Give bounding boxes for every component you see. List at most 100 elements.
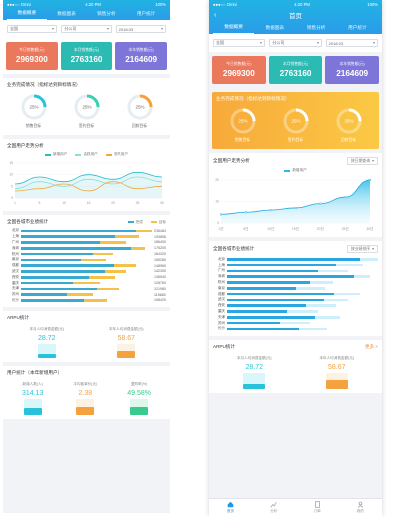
gauge: 本年人均消费金额(元) 58.67 bbox=[319, 356, 354, 389]
bar-row[interactable]: 长沙 bbox=[213, 326, 378, 332]
data-point bbox=[344, 196, 347, 199]
status-bar: ●●●○○ Omni 4:20 PM 100% bbox=[3, 0, 170, 8]
city-bars-left: 全国各城市业绩统计 完成 目标 北京 236484 上海 193856 广州 186400… bbox=[3, 215, 170, 308]
bar-row[interactable]: 重庆 bbox=[213, 309, 378, 315]
bar-row[interactable]: 深圳 bbox=[213, 274, 378, 280]
back-icon[interactable]: ‹ bbox=[214, 11, 217, 19]
bar-track bbox=[227, 327, 378, 331]
tab-sales[interactable]: 销售分析 bbox=[306, 25, 326, 30]
bar-row[interactable]: 西安 136540 bbox=[7, 274, 166, 280]
bar-row[interactable]: 上海 193856 bbox=[7, 234, 166, 240]
gauge-box bbox=[37, 344, 56, 359]
kpi-card-today[interactable]: 今日销售额(元) 2969300 bbox=[212, 56, 266, 84]
bar-row[interactable]: 杭州 164320 bbox=[7, 251, 166, 257]
kpi-card-month[interactable]: 本月销售额(元) 2763160 bbox=[268, 56, 323, 84]
bar-row[interactable]: 上海 bbox=[213, 262, 378, 268]
kpi-card-month[interactable]: 本月销售额(元) 2763160 bbox=[60, 42, 113, 70]
date-select[interactable]: 2018.03 bbox=[115, 25, 166, 33]
bar-row[interactable]: 苏州 115680 bbox=[7, 292, 166, 298]
data-point bbox=[219, 213, 223, 216]
bar-value-label: 136540 bbox=[154, 275, 166, 280]
more-link[interactable]: 更多 > bbox=[364, 343, 378, 349]
nav-analysis[interactable]: 分析 bbox=[252, 499, 295, 516]
kpi-card-year[interactable]: 本年销售额(元) 2164609 bbox=[325, 56, 380, 84]
nav-profile[interactable]: 我的 bbox=[339, 499, 382, 516]
bar-row[interactable]: 南京 bbox=[213, 285, 378, 291]
gauge-row: 本月人均消费金额(元) 28.72 本年人均消费金额(元) 58.67 bbox=[7, 321, 166, 359]
tab-users[interactable]: 用户统计 bbox=[136, 11, 156, 16]
bar-value bbox=[227, 257, 360, 261]
document-icon bbox=[314, 501, 320, 508]
nav-home[interactable]: 首页 bbox=[209, 499, 252, 516]
bar-row[interactable]: 南京 155280 bbox=[7, 257, 166, 263]
gauge-box bbox=[76, 399, 95, 416]
ring-label: 回款目标 bbox=[340, 138, 357, 142]
bar-row[interactable]: 成都 148960 bbox=[7, 263, 166, 269]
chevron-down-icon bbox=[106, 28, 109, 30]
bar-row[interactable]: 武汉 bbox=[213, 297, 378, 303]
rings-section: 业务完成情况（指标达到目标情况） 25% 销售目标 25% 签约目标 25% 回款目标 bbox=[3, 78, 170, 135]
bar-row[interactable]: 苏州 bbox=[213, 320, 378, 326]
kpi-card-today[interactable]: 今日销售额(元) 2969300 bbox=[6, 42, 58, 70]
gauge-label: 本月人均消费金额(元) bbox=[29, 327, 65, 332]
chevron-down-icon bbox=[160, 28, 163, 30]
branch-select[interactable]: 分公司 bbox=[61, 25, 112, 33]
gauge-value: 28.72 bbox=[37, 335, 56, 343]
tab-charts[interactable]: 数据图表 bbox=[57, 11, 76, 16]
bar-value bbox=[21, 281, 74, 285]
tab-sales[interactable]: 销售分析 bbox=[97, 11, 116, 16]
date-select[interactable]: 2018.03 bbox=[325, 39, 378, 47]
tab-charts[interactable]: 数据图表 bbox=[265, 25, 285, 30]
tab-summary[interactable]: 数据概要 bbox=[213, 24, 255, 34]
bar-row[interactable]: 西安 bbox=[213, 303, 378, 309]
sort-dropdown[interactable]: 按业绩排序 bbox=[347, 245, 378, 254]
bar-track bbox=[21, 235, 152, 238]
x-tick-label: 20 bbox=[111, 201, 115, 205]
nav-orders[interactable]: 订单 bbox=[296, 499, 339, 516]
x-tick-label: 20日 bbox=[317, 227, 324, 231]
region-select[interactable]: 全国 bbox=[213, 39, 266, 47]
bar-track bbox=[227, 304, 378, 307]
bar-value-label: 155280 bbox=[154, 257, 166, 262]
bar-row[interactable]: 成都 bbox=[213, 291, 378, 297]
progress-ring: 25% 回款目标 bbox=[335, 107, 363, 143]
bar-track bbox=[227, 281, 378, 284]
trend-section-right: 全国用户走势分析 按日期查询 新增用户 0 10 20 1日 5日 10日 15日 20日 25… bbox=[209, 153, 382, 238]
bar-row[interactable]: 北京 bbox=[213, 256, 378, 262]
ring-percent: 25% bbox=[291, 119, 300, 124]
kpi-card-year[interactable]: 本年销售额(元) 2164609 bbox=[115, 42, 168, 70]
bar-value bbox=[21, 229, 137, 233]
bar-row[interactable]: 深圳 175200 bbox=[7, 245, 166, 251]
ring-label: 签约目标 bbox=[287, 138, 304, 142]
bar-value bbox=[21, 299, 84, 302]
bar-category-label: 南京 bbox=[217, 285, 225, 290]
page-title: 首页 bbox=[289, 13, 302, 20]
progress-ring: 25% 签约目标 bbox=[282, 107, 310, 143]
bar-category-label: 杭州 bbox=[11, 251, 19, 256]
bar-row[interactable]: 北京 236484 bbox=[7, 228, 166, 234]
battery: 100% bbox=[155, 1, 166, 7]
bar-row[interactable]: 重庆 128760 bbox=[7, 280, 166, 286]
tab-users[interactable]: 用户统计 bbox=[348, 25, 367, 30]
data-point bbox=[319, 202, 322, 205]
bar-category-label: 天津 bbox=[11, 286, 19, 291]
date-query-dropdown[interactable]: 按日期查询 bbox=[347, 157, 378, 166]
x-tick-label: 10 bbox=[62, 201, 66, 205]
bar-row[interactable]: 广州 bbox=[213, 268, 378, 274]
bar-row[interactable]: 杭州 bbox=[213, 280, 378, 286]
gauge-label: 本年人均消费金额(元) bbox=[319, 355, 355, 360]
branch-select[interactable]: 分公司 bbox=[269, 39, 322, 47]
bar-row[interactable]: 天津 121980 bbox=[7, 286, 166, 292]
region-select[interactable]: 全国 bbox=[7, 25, 58, 33]
bar-row[interactable]: 天津 bbox=[213, 314, 378, 320]
bar-track bbox=[21, 299, 152, 302]
tab-summary[interactable]: 数据概要 bbox=[7, 10, 47, 20]
bar-row[interactable]: 广州 186400 bbox=[7, 240, 166, 246]
ring-arc bbox=[127, 94, 152, 120]
tab-bar: 数据概要 数据图表 销售分析 用户统计 bbox=[209, 22, 382, 34]
ring-arc bbox=[21, 94, 46, 120]
bar-row[interactable]: 长沙 108420 bbox=[7, 298, 166, 304]
section-title: 全国用户走势分析 bbox=[7, 143, 44, 148]
phone-right: ●●●○○ Omni 4:20 PM 100% ‹ 首页 数据概要 数据图表 销… bbox=[209, 0, 382, 516]
bar-row[interactable]: 武汉 142300 bbox=[7, 269, 166, 275]
